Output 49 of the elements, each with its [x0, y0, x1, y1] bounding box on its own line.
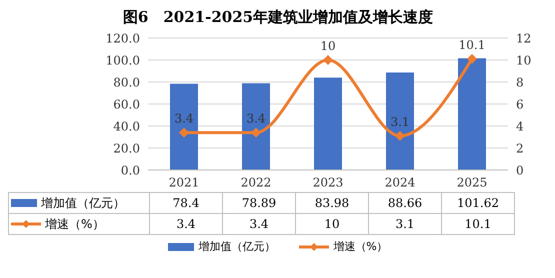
y-tick-label: 60.0 [113, 97, 140, 112]
bar [314, 78, 342, 170]
y-tick-label: 80.0 [113, 75, 140, 90]
text: 3.1 [390, 114, 410, 129]
text: 增加值（亿元） [198, 240, 276, 253]
y-tick-label: 40.0 [113, 119, 140, 134]
data-label: 88.66 [368, 192, 442, 214]
x-tick-label: 2025 [456, 176, 488, 190]
bar [386, 72, 414, 170]
y-tick-label: 100.0 [106, 53, 140, 68]
y-tick-label: 20.0 [113, 141, 140, 156]
data-label: 101.62 [442, 192, 514, 214]
y-tick-label: 0.0 [120, 163, 140, 178]
y2-tick-label: 0 [516, 163, 524, 178]
x-tick-label: 2022 [240, 176, 272, 190]
x-tick-label: 2023 [312, 176, 344, 190]
y2-tick-label: 10 [516, 53, 532, 68]
bar [242, 83, 270, 170]
data-label: 3.4 [222, 214, 296, 234]
data-label: 78.89 [222, 192, 296, 214]
y2-tick-label: 2 [516, 141, 524, 156]
text: 10.1 [458, 38, 486, 52]
data-label: 10 [296, 214, 368, 234]
chart-title: 图6 2021-2025年建筑业增加值及增长速度 [122, 8, 434, 28]
y-tick-label: 120.0 [106, 31, 140, 46]
data-label: 3.4 [150, 214, 222, 234]
bar [458, 58, 486, 170]
y2-tick-label: 12 [516, 31, 532, 46]
y2-tick-label: 4 [516, 119, 524, 134]
data-label: 78.4 [150, 192, 222, 214]
data-label: 10.1 [442, 214, 514, 234]
data-label: 83.98 [296, 192, 368, 214]
legend-label: 增加值（亿元） [9, 194, 149, 212]
point [251, 128, 261, 138]
text: 增速（%） [45, 216, 104, 230]
x-tick-label: 2021 [168, 176, 200, 190]
point [467, 54, 477, 64]
y2-tick-label: 6 [516, 97, 524, 112]
text: 3.4 [174, 112, 194, 126]
point [323, 55, 333, 65]
legend-label: 增速（%） [332, 239, 388, 254]
text: 10 [320, 39, 336, 53]
x-tick-label: 2024 [384, 176, 416, 190]
point [395, 130, 405, 141]
data-label: 3.1 [368, 214, 442, 234]
y2-tick-label: 8 [516, 75, 524, 90]
point [179, 128, 189, 138]
text: 3.4 [246, 112, 266, 126]
bar [170, 84, 198, 170]
